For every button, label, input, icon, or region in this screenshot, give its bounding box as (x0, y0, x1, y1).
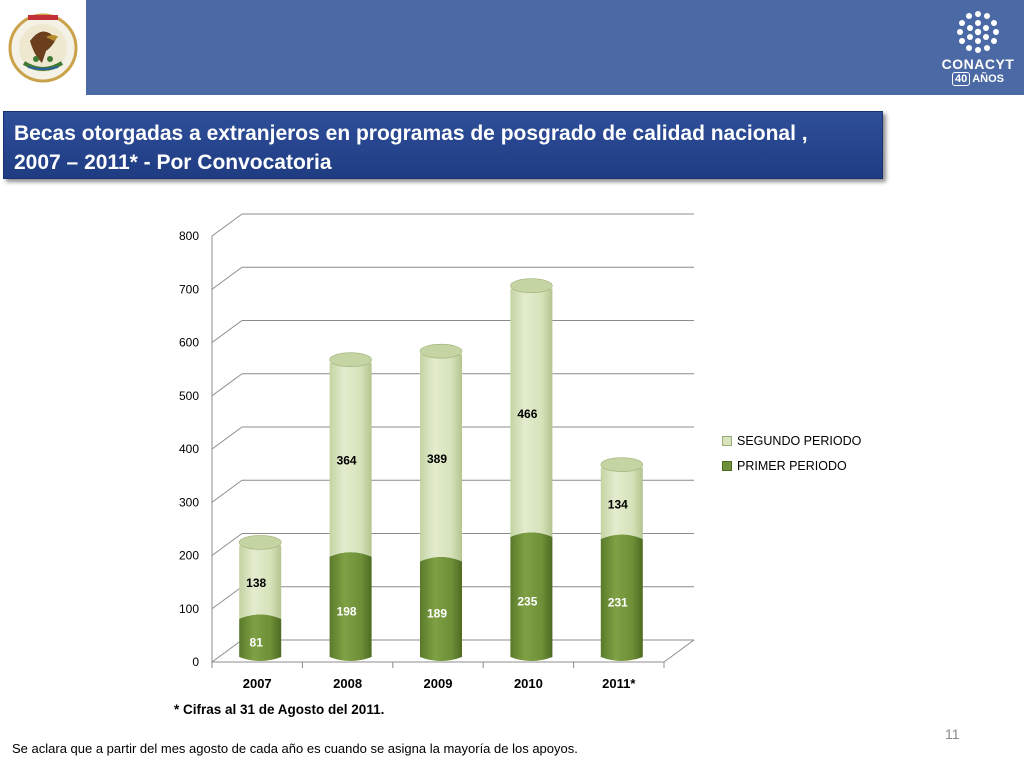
y-tick-label: 0 (192, 655, 199, 669)
gridline-side (211, 533, 243, 556)
title-line-2: 2007 – 2011* - Por Convocatoria (14, 151, 332, 174)
bar-primer-2009 (420, 556, 462, 661)
x-tick-label-2011*: 2011* (602, 676, 636, 691)
value-label-segundo-2009: 389 (427, 452, 447, 466)
bar-segundo-2010 (510, 288, 553, 537)
gridline-side (211, 320, 243, 343)
bar-cap-2009 (419, 343, 463, 359)
bar-primer-2011* (600, 534, 643, 661)
bar-segundo-2011* (600, 467, 643, 539)
value-label-primer-2010: 235 (517, 594, 537, 608)
header-band (0, 0, 1024, 95)
y-tick-label: 100 (179, 602, 199, 616)
y-tick-label: 300 (179, 495, 199, 509)
gridline-side (211, 426, 243, 450)
gridline-side (211, 213, 243, 237)
chart-legend: SEGUNDO PERIODO PRIMER PERIODO (722, 428, 861, 478)
bottom-note: Se aclara que a partir del mes agosto de… (12, 741, 578, 756)
footnote: * Cifras al 31 de Agosto del 2011. (174, 702, 385, 717)
y-tick-label: 800 (179, 229, 199, 243)
y-tick-label: 200 (179, 549, 199, 563)
gridline-side (211, 266, 243, 290)
x-tick-label-2007: 2007 (243, 676, 272, 691)
page-number: 11 (945, 726, 960, 742)
title-line-1: Becas otorgadas a extranjeros en program… (14, 122, 808, 145)
legend-item-segundo: SEGUNDO PERIODO (722, 428, 861, 453)
mexico-seal-logo (0, 0, 86, 95)
x-tick-label-2008: 2008 (333, 676, 362, 691)
legend-swatch-segundo (722, 435, 732, 446)
bar-segundo-2007 (239, 545, 282, 619)
floor-edge (663, 639, 695, 663)
value-label-segundo-2008: 364 (337, 454, 357, 468)
bar-cap-2010 (510, 278, 553, 294)
conacyt-logo: CONACYT 40 AÑOS (932, 0, 1024, 95)
conacyt-dots-icon (957, 10, 999, 53)
bar-cap-2011* (600, 457, 644, 472)
legend-item-primer: PRIMER PERIODO (722, 453, 861, 478)
value-label-primer-2007: 81 (250, 635, 264, 649)
value-label-segundo-2011*: 134 (608, 497, 628, 511)
y-tick-label: 500 (179, 389, 199, 403)
y-tick-label: 400 (179, 442, 199, 456)
legend-swatch-primer (722, 460, 732, 471)
bar-primer-2008 (329, 552, 372, 661)
gridline-side (211, 639, 243, 663)
x-tick-label-2010: 2010 (514, 676, 543, 691)
conacyt-name: CONACYT (941, 55, 1015, 72)
legend-label-segundo: SEGUNDO PERIODO (737, 433, 862, 448)
gridline-side (211, 373, 243, 397)
bar-primer-2010 (510, 532, 553, 661)
anniversary-number: 40 (951, 71, 971, 86)
conacyt-anniversary: 40 AÑOS (951, 71, 1005, 86)
bar-segundo-2008 (329, 362, 372, 557)
value-label-segundo-2010: 466 (517, 407, 537, 421)
slide-title: Becas otorgadas a extranjeros en program… (3, 111, 883, 179)
mexico-seal-icon (8, 13, 78, 82)
value-label-primer-2011*: 231 (608, 595, 628, 609)
value-label-primer-2008: 198 (337, 604, 357, 618)
legend-label-primer: PRIMER PERIODO (737, 458, 847, 473)
value-label-segundo-2007: 138 (246, 576, 266, 590)
bar-cap-2007 (238, 535, 282, 550)
bar-cap-2008 (329, 352, 372, 368)
gridline-side (211, 479, 243, 503)
anniversary-text: AÑOS (972, 72, 1005, 85)
gridline-side (211, 586, 243, 610)
bar-segundo-2009 (420, 354, 462, 562)
x-tick-label-2009: 2009 (424, 676, 453, 691)
y-tick-label: 600 (179, 336, 199, 350)
y-tick-label: 700 (179, 282, 199, 296)
value-label-primer-2009: 189 (427, 607, 447, 621)
bar-primer-2007 (239, 614, 282, 661)
